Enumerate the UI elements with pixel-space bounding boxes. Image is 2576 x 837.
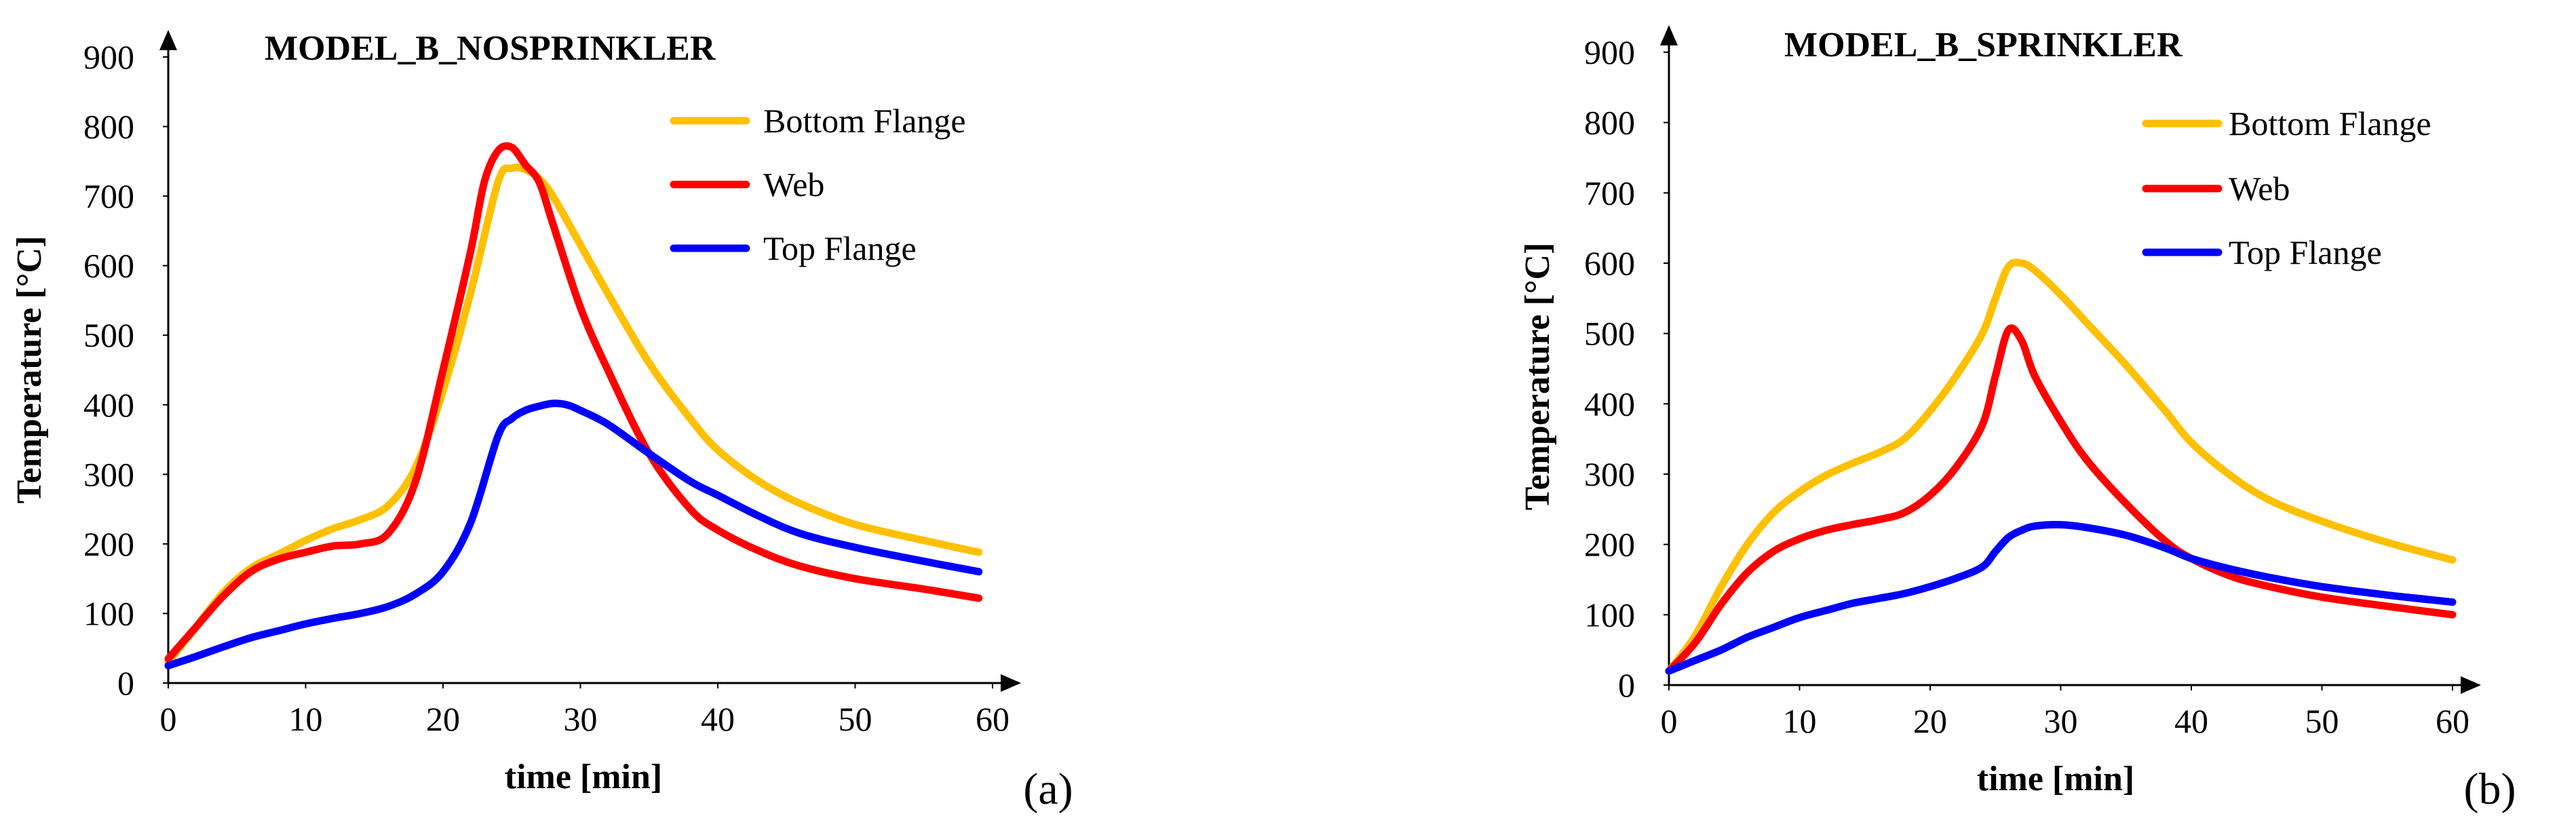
x-axis-title: time [min] <box>505 758 662 796</box>
x-tick-label: 40 <box>2174 702 2208 740</box>
y-tick-label: 700 <box>1584 174 1635 212</box>
chart-title: MODEL_B_SPRINKLER <box>1784 26 2183 64</box>
x-tick-label: 20 <box>1913 702 1947 740</box>
y-axis-arrow-icon <box>159 30 177 50</box>
y-tick-label: 800 <box>1584 104 1635 142</box>
legend-label-web: Web <box>2229 170 2290 208</box>
x-tick-label: 30 <box>2044 702 2078 740</box>
x-axis-arrow-icon <box>1001 674 1021 692</box>
y-tick-label: 300 <box>1584 455 1635 493</box>
y-tick-label: 500 <box>1584 315 1635 353</box>
y-tick-label: 200 <box>83 525 134 563</box>
y-tick-label: 600 <box>1584 244 1635 282</box>
panel-label: (a) <box>1023 764 1073 814</box>
y-tick-label: 900 <box>83 38 134 76</box>
legend-label-web: Web <box>763 166 824 203</box>
y-tick-label: 400 <box>1584 385 1635 423</box>
series-line-top-flange <box>164 400 983 669</box>
y-tick-label: 100 <box>83 594 134 632</box>
series-line-bottom-flange <box>164 163 983 666</box>
series-line-web <box>1665 324 2457 675</box>
series-line-bottom-flange <box>1665 258 2457 675</box>
series-line-web <box>164 142 983 663</box>
x-tick-label: 50 <box>2305 702 2339 740</box>
y-tick-label: 0 <box>1618 666 1635 704</box>
x-tick-label: 60 <box>2436 702 2469 740</box>
y-tick-label: 700 <box>83 177 134 215</box>
y-tick-label: 100 <box>1584 596 1635 634</box>
y-axis-title: Temperature [°C] <box>10 236 49 504</box>
x-axis-arrow-icon <box>2461 676 2481 694</box>
x-tick-label: 30 <box>564 700 598 738</box>
x-tick-label: 40 <box>701 700 735 738</box>
x-tick-label: 0 <box>160 700 177 738</box>
chart-title: MODEL_B_NOSPRINKLER <box>265 29 716 68</box>
legend-label-bottom-flange: Bottom Flange <box>763 102 966 140</box>
y-tick-label: 800 <box>83 108 134 146</box>
y-axis-arrow-icon <box>1660 25 1678 45</box>
legend-label-top-flange: Top Flange <box>2229 233 2382 271</box>
y-tick-label: 0 <box>117 664 134 702</box>
y-tick-label: 300 <box>83 455 134 493</box>
y-tick-label: 600 <box>83 247 134 285</box>
panel-label: (b) <box>2464 764 2516 814</box>
legend-label-top-flange: Top Flange <box>763 229 917 267</box>
x-tick-label: 0 <box>1661 702 1678 740</box>
x-axis-title: time [min] <box>1977 760 2134 798</box>
y-tick-label: 500 <box>83 316 134 354</box>
y-tick-label: 200 <box>1584 526 1635 564</box>
x-tick-label: 20 <box>426 700 460 738</box>
x-tick-label: 60 <box>976 700 1010 738</box>
series-line-top-flange <box>1665 521 2457 675</box>
x-tick-label: 10 <box>1783 702 1817 740</box>
y-tick-label: 900 <box>1584 33 1635 71</box>
legend-label-bottom-flange: Bottom Flange <box>2229 104 2431 142</box>
y-axis-title: Temperature [°C] <box>1518 243 1557 511</box>
y-tick-label: 400 <box>83 386 134 424</box>
x-tick-label: 50 <box>839 700 872 738</box>
x-tick-label: 10 <box>289 700 323 738</box>
